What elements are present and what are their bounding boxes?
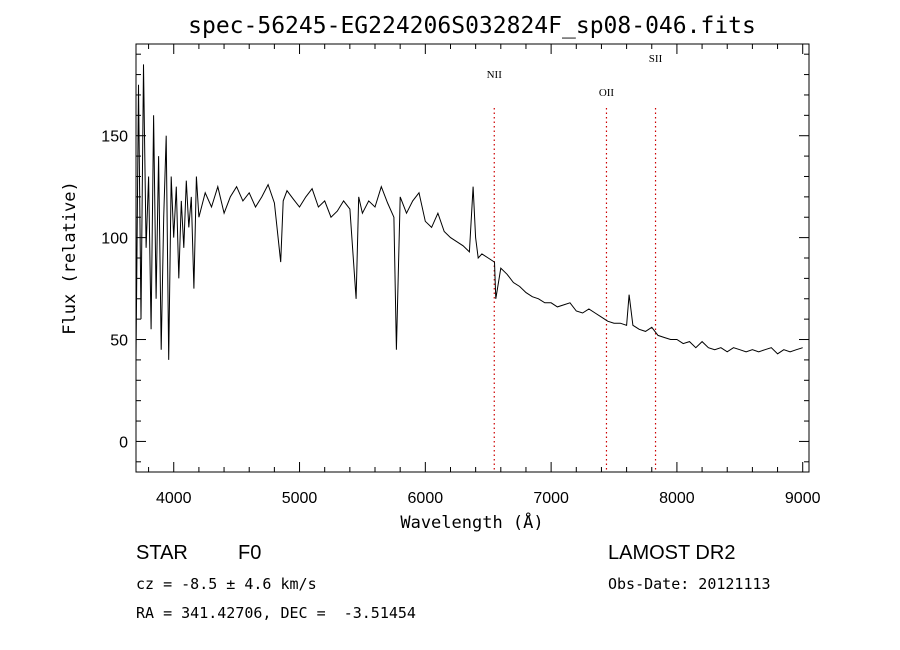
y-axis: 0 50 100 150: [101, 53, 809, 463]
x-tick-label: 5000: [282, 490, 318, 507]
obs-date-text: Obs-Date: 20121113: [608, 575, 771, 593]
survey-name: LAMOST DR2: [608, 542, 736, 564]
y-tick-label: 50: [110, 333, 128, 350]
y-tick-label: 0: [119, 434, 128, 451]
x-tick-label: 6000: [408, 490, 444, 507]
redshift-text: cz = -8.5 ± 4.6 km/s: [136, 575, 317, 593]
chart-title: spec-56245-EG224206S032824F_sp08-046.fit…: [188, 13, 756, 39]
x-axis-label: Wavelength (Å): [400, 511, 543, 533]
object-subclass: F0: [238, 542, 262, 564]
x-tick-label: 9000: [785, 490, 821, 507]
x-tick-label: 8000: [659, 490, 695, 507]
x-tick-label: 4000: [156, 490, 192, 507]
y-tick-label: 100: [101, 231, 128, 248]
spectrum-series-line: [135, 64, 803, 360]
y-axis-label: Flux (relative): [60, 181, 80, 335]
emission-line-label: NII: [487, 69, 503, 81]
emission-line-label: OII: [599, 87, 615, 99]
emission-line-markers: NII OII SII: [487, 53, 663, 472]
y-tick-label: 150: [101, 129, 128, 146]
x-tick-label: 7000: [533, 490, 569, 507]
coordinates-text: RA = 341.42706, DEC = -3.51454: [136, 604, 416, 622]
emission-line-label: SII: [649, 53, 663, 65]
x-axis: 4000 5000 6000 7000 8000 9000: [148, 44, 821, 507]
plot-frame: [135, 43, 810, 473]
object-class: STAR: [136, 542, 188, 564]
